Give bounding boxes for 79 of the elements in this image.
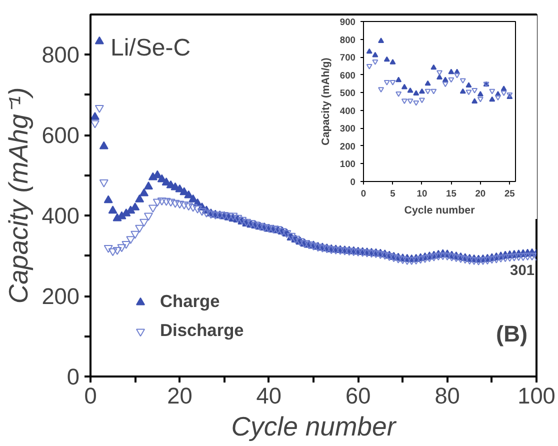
y-tick-label: 0 [66, 364, 80, 390]
point [366, 64, 372, 70]
x-tick-label: 100 [518, 382, 556, 408]
point [442, 82, 448, 88]
y-tick-label: 300 [340, 124, 356, 134]
point [460, 88, 466, 94]
point [477, 96, 484, 102]
point [418, 88, 425, 94]
point [448, 77, 454, 83]
point [436, 74, 442, 80]
y-tick-label: 0 [350, 177, 356, 187]
point [407, 98, 414, 104]
point [401, 98, 408, 104]
x-tick-label: 15 [446, 188, 456, 198]
y-tick-label: 500 [340, 88, 356, 98]
point [378, 38, 384, 43]
point [418, 98, 425, 104]
y-axis-title: Capacity (mAh/g) [320, 57, 332, 146]
point [430, 64, 437, 70]
y-tick-label: 900 [340, 17, 356, 27]
point [378, 87, 384, 92]
point [494, 95, 501, 100]
point [413, 100, 420, 106]
y-tick-label: 800 [340, 34, 356, 45]
x-tick-label: 0 [360, 188, 366, 198]
x-tick-label: 10 [416, 188, 428, 198]
point [372, 60, 378, 65]
x-tick-label: 20 [167, 382, 192, 408]
point [366, 48, 372, 54]
y-tick-label: 100 [340, 159, 356, 170]
point [407, 87, 414, 93]
point [430, 88, 437, 94]
point [372, 52, 378, 58]
y-tick-label: 700 [340, 52, 356, 63]
y-tick-label: 600 [42, 122, 80, 148]
point [500, 90, 507, 96]
y-tick-label: 800 [42, 42, 80, 68]
point [384, 80, 390, 86]
x-tick-label: 40 [256, 382, 282, 408]
point [472, 98, 478, 104]
annotation: (B) [496, 320, 528, 346]
point [396, 92, 402, 97]
y-tick-label: 400 [42, 202, 80, 229]
y-tick-label: 400 [340, 106, 356, 116]
point [448, 68, 454, 74]
point [489, 96, 496, 102]
point [384, 56, 390, 62]
annotation: Li/Se-C [110, 34, 191, 62]
point [413, 90, 420, 96]
x-tick-label: 80 [434, 382, 460, 408]
x-tick-label: 60 [346, 382, 371, 408]
legend-label: Charge [160, 291, 220, 312]
point [390, 80, 396, 86]
point [489, 88, 496, 94]
point [442, 76, 448, 82]
point [460, 78, 466, 84]
x-tick-label: 20 [475, 188, 486, 198]
point [424, 88, 431, 94]
legend-label: Discharge [160, 320, 244, 341]
point [396, 76, 402, 82]
annotation: 301 [510, 262, 535, 279]
y-tick-label: 200 [42, 283, 80, 310]
point [466, 82, 472, 88]
point [390, 59, 396, 64]
y-tick-label: 600 [340, 70, 356, 80]
point [477, 91, 484, 96]
x-tick-label: 5 [390, 188, 396, 198]
point [472, 88, 478, 94]
x-axis-title: Cycle number [404, 204, 475, 216]
y-tick-label: 200 [340, 141, 356, 152]
point [454, 72, 460, 78]
x-tick-label: 0 [84, 382, 97, 408]
point [466, 90, 472, 96]
point [436, 70, 442, 76]
y-axis-title: Capacity (mAhg⁻¹) [4, 87, 34, 304]
x-axis-title: Cycle number [231, 412, 397, 442]
point [401, 84, 408, 90]
point [424, 80, 431, 86]
x-tick-label: 25 [504, 188, 515, 198]
